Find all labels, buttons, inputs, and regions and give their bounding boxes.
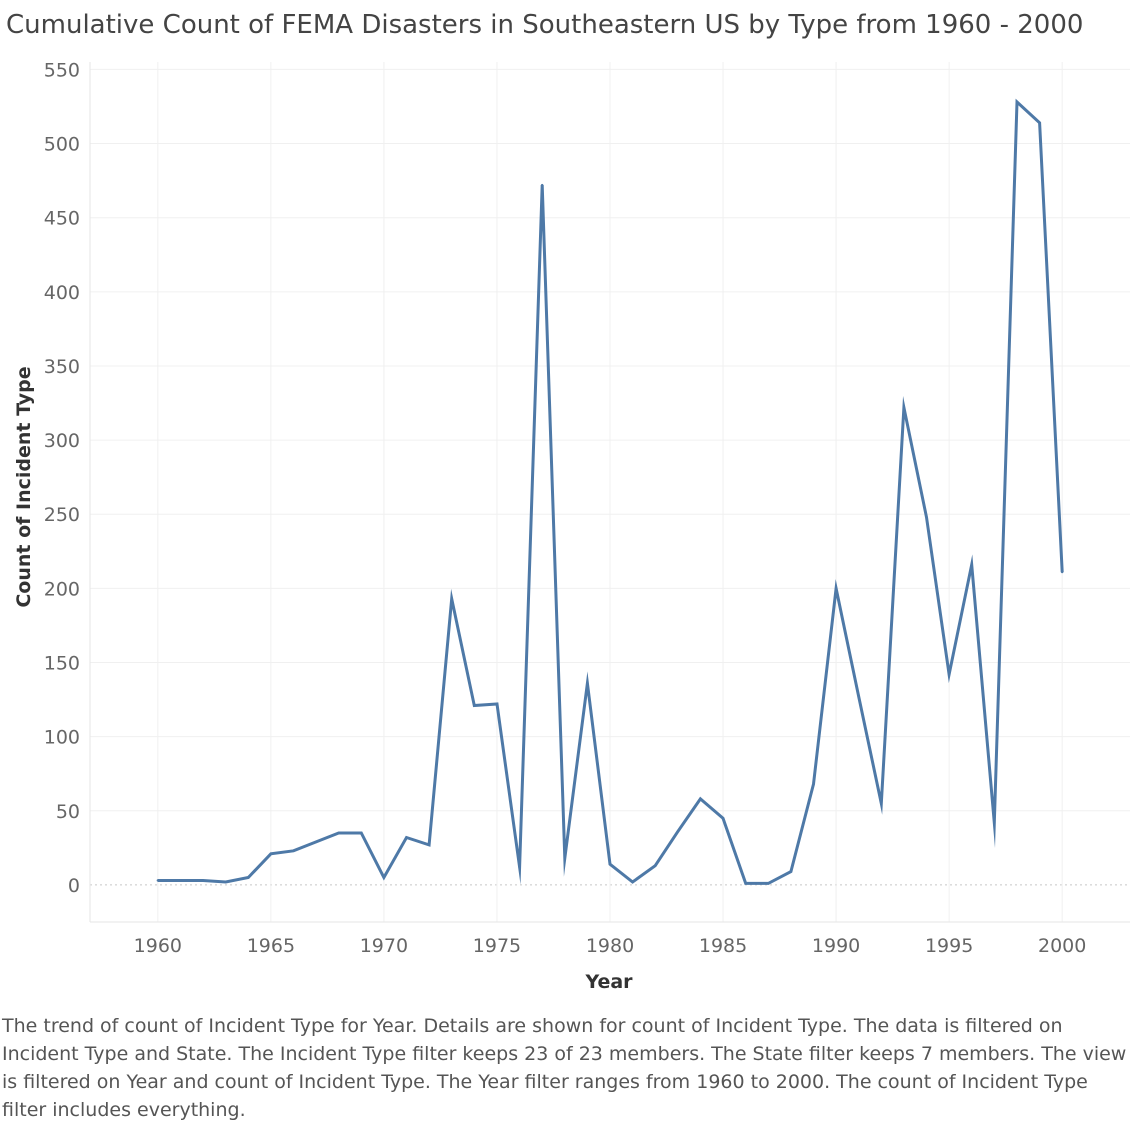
data-point [654,864,657,867]
y-tick-label: 500 [44,134,80,156]
x-tick-label: 1985 [699,935,747,957]
data-point [540,183,544,187]
y-axis-title: Count of Incident Type [13,366,35,607]
data-point [925,516,928,519]
y-tick-label: 200 [44,578,80,600]
data-point [586,682,589,685]
data-point [902,406,906,409]
data-point [156,879,160,882]
data-point [834,587,838,590]
x-tick-label: 1980 [586,935,634,957]
y-tick-label: 50 [56,801,80,823]
data-point [857,695,860,698]
line-chart: 0 50 100 150 200 250 300 350 400 450 500 550 1960 196… [13,59,1130,993]
data-point [993,821,996,824]
data-point [744,882,747,885]
series [156,98,1064,885]
data-point [1060,570,1064,574]
data-point [676,830,680,833]
axes: 0 50 100 150 200 250 300 350 400 450 500 550 1960 196… [44,59,1130,957]
y-tick-label: 350 [44,356,80,378]
data-point [518,865,521,869]
x-tick-label: 1970 [360,935,408,957]
data-point [721,817,725,820]
y-tick-label: 400 [44,282,80,304]
data-point [360,831,363,835]
y-tick-label: 450 [44,208,80,230]
data-point [224,880,227,884]
x-tick-label: 1995 [925,935,973,957]
data-point [314,840,318,844]
x-tick-label: 2000 [1038,935,1086,957]
data-point [405,836,408,839]
y-tick-label: 550 [44,59,80,81]
x-tick-label: 1975 [473,935,521,957]
data-point [789,870,793,873]
data-point [427,843,431,847]
data-point [767,882,770,885]
gridlines [90,62,1130,922]
data-point [947,673,951,676]
data-point [292,849,295,853]
data-point [382,876,386,879]
data-point [201,879,205,882]
data-point [563,857,566,860]
data-point [1038,121,1041,124]
data-point [179,879,182,882]
data-point [970,563,973,566]
data-point [269,852,273,855]
data-point [473,704,476,707]
y-tick-label: 150 [44,653,80,675]
data-point [880,802,883,805]
data-point [699,797,702,801]
chart-caption: The trend of count of Incident Type for … [2,1015,1127,1121]
y-tick-label: 250 [44,504,80,526]
y-tick-label: 100 [44,727,80,749]
data-point [631,880,634,884]
y-tick-label: 300 [44,430,80,452]
x-axis-title: Year [584,971,633,993]
chart-title: Cumulative Count of FEMA Disasters in So… [6,10,1084,40]
data-point [608,862,612,866]
data-point [450,597,453,600]
data-point [495,702,499,706]
data-point [1015,100,1019,104]
data-point [337,831,340,835]
x-tick-label: 1990 [812,935,860,957]
y-tick-label: 0 [68,875,80,897]
data-point [247,876,250,879]
x-tick-label: 1965 [247,935,295,957]
x-tick-label: 1960 [134,935,182,957]
data-point [812,782,815,786]
